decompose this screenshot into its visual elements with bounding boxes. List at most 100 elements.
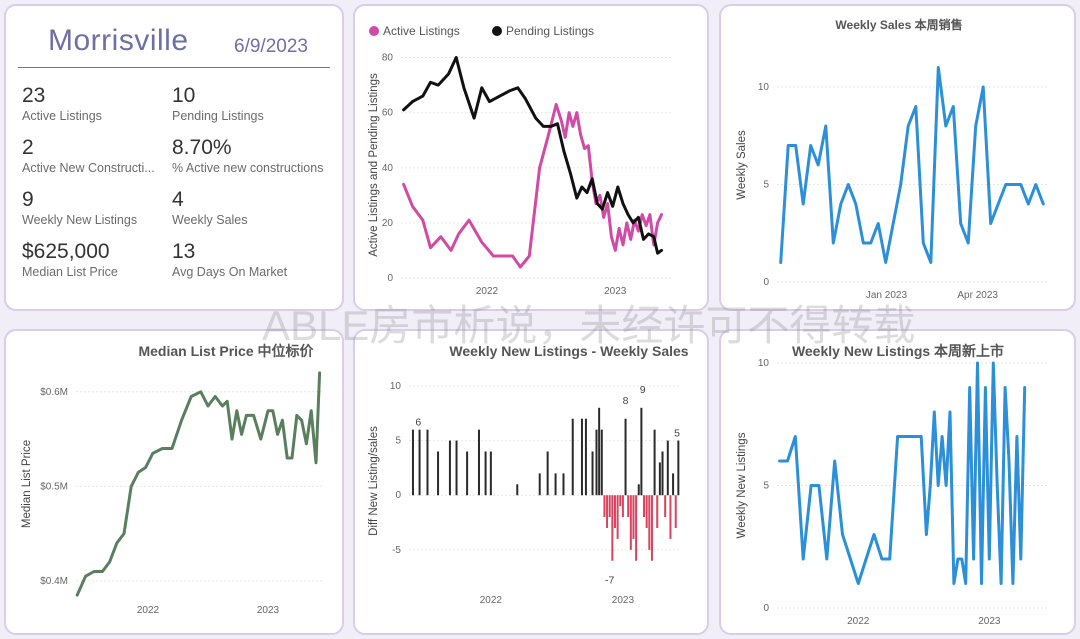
x-tick-label: 2022 bbox=[476, 286, 499, 297]
y-tick-label: -5 bbox=[392, 545, 401, 556]
series-line bbox=[402, 102, 663, 269]
bar-negative bbox=[650, 495, 653, 561]
kpi-label: Pending Listings bbox=[172, 109, 264, 123]
kpi-label: % Active new constructions bbox=[172, 161, 324, 175]
y-tick-label: 60 bbox=[382, 108, 394, 119]
bar-positive bbox=[546, 451, 549, 496]
legend-label: Pending Listings bbox=[506, 24, 594, 38]
summary-card: Morrisville 6/9/2023 23 Active Listings … bbox=[4, 4, 344, 311]
bar-positive bbox=[598, 407, 601, 496]
y-tick-label: 5 bbox=[763, 180, 769, 191]
diff-listings-sales-chart-card: Weekly New Listings - Weekly Sales -5 0 5 10… bbox=[353, 329, 709, 635]
y-axis-title: Diff New Listing/sales bbox=[368, 426, 380, 536]
legend-marker bbox=[369, 26, 379, 36]
series-line bbox=[75, 371, 322, 597]
data-label: 8 bbox=[623, 395, 629, 407]
bar-positive bbox=[580, 418, 583, 496]
y-tick-label: 20 bbox=[382, 218, 394, 229]
bar-positive bbox=[554, 473, 557, 496]
bar-positive bbox=[477, 429, 480, 496]
x-tick-label: 2022 bbox=[480, 595, 503, 606]
kpi-pct-active-new-construction: 8.70% % Active new constructions bbox=[172, 136, 332, 176]
bar-negative bbox=[616, 495, 619, 539]
bar-negative bbox=[632, 495, 635, 539]
bar-positive bbox=[666, 440, 669, 496]
y-axis-title: Median List Price bbox=[21, 440, 33, 528]
bar-positive bbox=[411, 429, 414, 496]
kpi-value: 8.70% bbox=[172, 136, 232, 159]
kpi-label: Active Listings bbox=[22, 109, 102, 123]
series-line bbox=[778, 361, 1027, 585]
weekly-sales-chart-card: Weekly Sales 本周销售 0 5 10 Jan 2023 Apr 2023 Wee… bbox=[719, 4, 1076, 311]
kpi-avg-days-on-market: 13 Avg Days On Market bbox=[172, 240, 332, 280]
data-label: 5 bbox=[674, 428, 680, 440]
bar-positive bbox=[624, 418, 627, 496]
bar-positive bbox=[600, 429, 603, 496]
bar-positive bbox=[426, 429, 429, 496]
kpi-value: $625,000 bbox=[22, 240, 110, 263]
chart-title: Weekly New Listings 本周新上市 bbox=[792, 343, 1004, 359]
active-pending-chart-card: 0 20 40 60 80 2022 2023 Active Listings and Pen… bbox=[353, 4, 709, 311]
y-tick-label: 40 bbox=[382, 163, 394, 174]
bar-negative bbox=[608, 495, 611, 518]
bar-positive bbox=[591, 451, 594, 496]
y-tick-label: 0 bbox=[763, 277, 769, 288]
x-tick-label: 2022 bbox=[847, 616, 870, 627]
bar-positive bbox=[562, 473, 565, 496]
bar-positive bbox=[653, 429, 656, 496]
bar-positive bbox=[466, 451, 469, 496]
x-tick-label: Jan 2023 bbox=[866, 290, 908, 301]
bar-negative bbox=[606, 495, 609, 528]
y-axis-title: Active Listings and Pending Listings bbox=[368, 73, 380, 257]
bar-positive bbox=[571, 418, 574, 496]
data-label: 6 bbox=[415, 417, 421, 429]
kpi-label: Weekly Sales bbox=[172, 213, 248, 227]
kpi-weekly-sales: 4 Weekly Sales bbox=[172, 188, 332, 228]
y-tick-label: 10 bbox=[390, 381, 402, 392]
kpi-value: 13 bbox=[172, 240, 196, 263]
bar-positive bbox=[584, 418, 587, 496]
bar-positive bbox=[658, 462, 661, 496]
active-pending-chart: 0 20 40 60 80 2022 2023 Active Listings and Pen… bbox=[368, 24, 673, 297]
weekly-new-listings-chart-card: Weekly New Listings 本周新上市 0 5 10 2022 2023 Wee… bbox=[719, 329, 1076, 635]
kpi-active-new-construction: 2 Active New Constructi... bbox=[22, 136, 160, 176]
x-tick-label: 2023 bbox=[978, 616, 1001, 627]
x-tick-label: 2023 bbox=[257, 605, 280, 616]
y-tick-label: 10 bbox=[758, 358, 770, 369]
legend-marker bbox=[492, 26, 502, 36]
bar-positive bbox=[437, 451, 440, 496]
bar-negative bbox=[674, 495, 677, 528]
bar-negative bbox=[613, 495, 616, 528]
data-label: -7 bbox=[605, 575, 614, 587]
bar-negative bbox=[656, 495, 659, 528]
bar-negative bbox=[669, 495, 672, 539]
bar-negative bbox=[619, 495, 622, 507]
median-list-price-chart: Median List Price 中位标价 $0.4M $0.5M $0.6M 202… bbox=[21, 343, 322, 616]
data-label: 9 bbox=[640, 384, 646, 396]
series-line bbox=[402, 56, 663, 255]
y-tick-label: 80 bbox=[382, 53, 394, 64]
chart-title: Median List Price 中位标价 bbox=[138, 343, 314, 359]
x-tick-label: 2023 bbox=[604, 286, 627, 297]
bar-negative bbox=[648, 495, 651, 550]
y-tick-label: 0 bbox=[763, 603, 769, 614]
kpi-value: 10 bbox=[172, 84, 196, 107]
bar-positive bbox=[418, 429, 421, 496]
y-tick-label: 5 bbox=[395, 436, 401, 447]
y-tick-label: 0 bbox=[395, 490, 401, 501]
weekly-sales-chart: Weekly Sales 本周销售 0 5 10 Jan 2023 Apr 2023 Wee… bbox=[736, 17, 1047, 301]
kpi-label: Active New Constructi... bbox=[22, 161, 155, 175]
kpi-value: 9 bbox=[22, 188, 34, 211]
bar-positive bbox=[672, 473, 675, 496]
kpi-weekly-new-listings: 9 Weekly New Listings bbox=[22, 188, 182, 228]
title-divider bbox=[18, 67, 330, 68]
bar-negative bbox=[621, 495, 624, 518]
y-axis-title: Weekly New Listings bbox=[736, 432, 748, 538]
median-list-price-chart-card: Median List Price 中位标价 $0.4M $0.5M $0.6M 202… bbox=[4, 329, 344, 635]
bar-positive bbox=[455, 440, 458, 496]
y-tick-label: $0.5M bbox=[40, 481, 68, 492]
report-date: 6/9/2023 bbox=[234, 36, 308, 57]
legend-label: Active Listings bbox=[383, 24, 460, 38]
bar-positive bbox=[637, 484, 640, 496]
y-tick-label: 10 bbox=[758, 82, 770, 93]
